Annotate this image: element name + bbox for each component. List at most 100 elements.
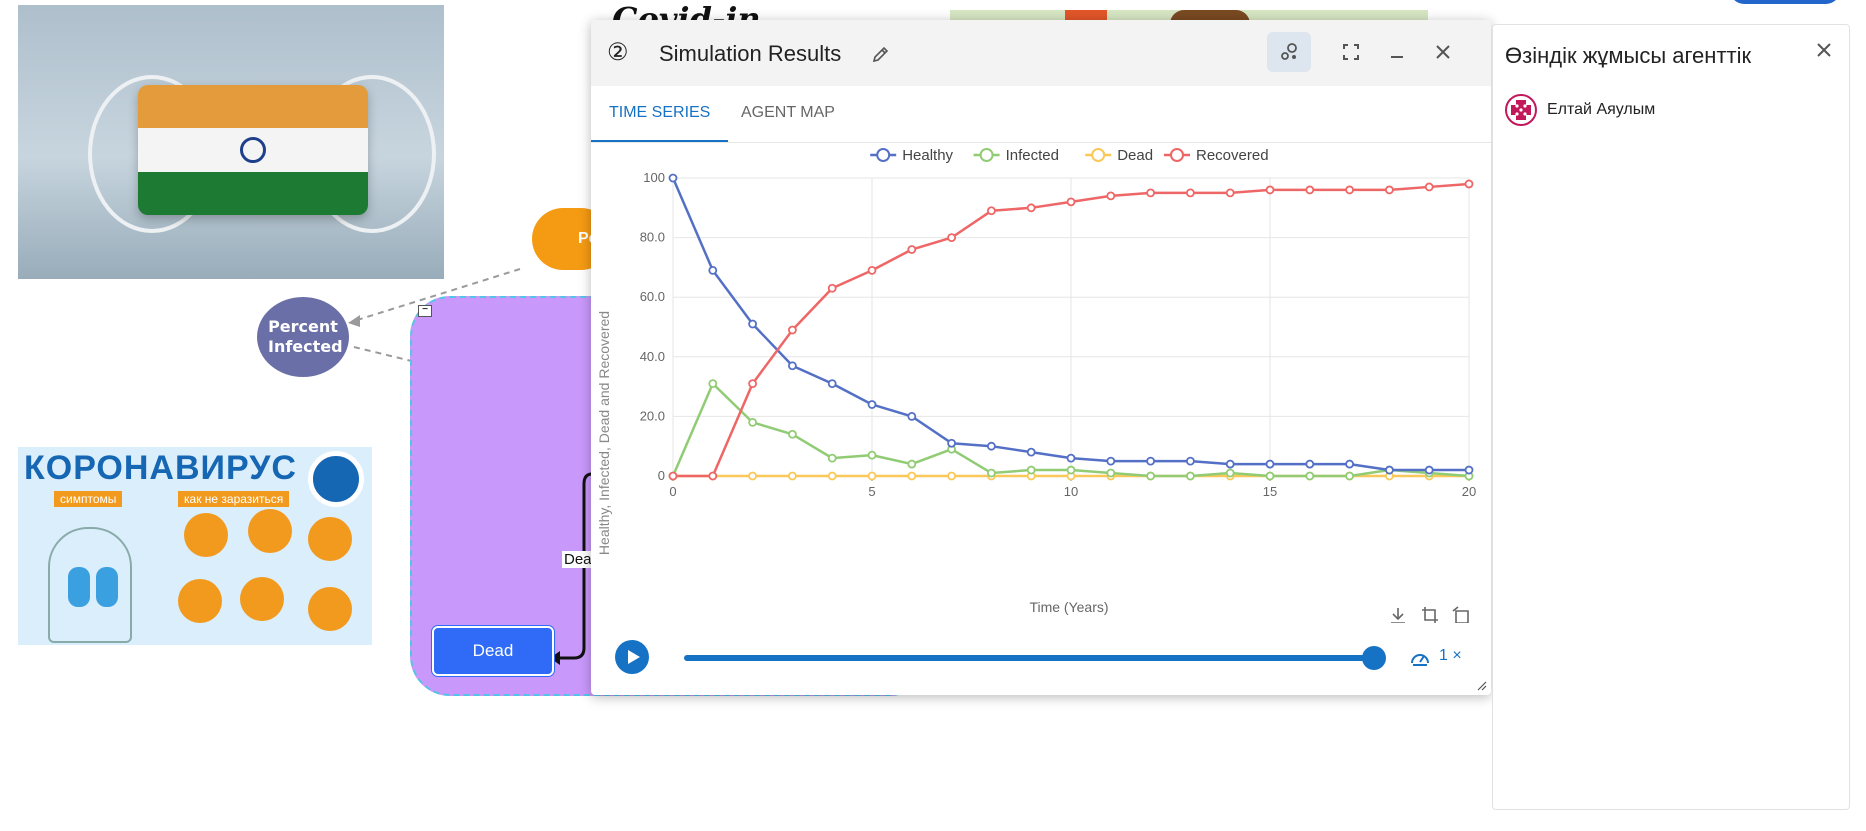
data-point-healthy: [827, 379, 837, 389]
legend-marker: [1170, 148, 1184, 162]
tab-agent-map[interactable]: AGENT MAP: [741, 104, 835, 121]
data-point-recovered: [1345, 185, 1354, 195]
data-point-infected: [1265, 471, 1275, 481]
lung-icon: [68, 567, 90, 607]
data-point-healthy: [1345, 459, 1354, 469]
mask-photo[interactable]: [18, 5, 444, 279]
y-tick-label: 60.0: [640, 289, 665, 304]
ashoka-chakra-icon: [240, 136, 266, 163]
data-point-dead: [947, 471, 957, 481]
lung-icon: [96, 567, 118, 607]
legend-item-recovered[interactable]: Recovered: [1164, 147, 1269, 164]
legend-label: Healthy: [902, 147, 953, 164]
data-point-healthy: [1385, 465, 1394, 475]
tab-bar: TIME SERIES AGENT MAP: [591, 86, 1491, 143]
zoom-select-icon[interactable]: [1422, 607, 1438, 623]
panel-title: Өзіндік жұмысы агенттік: [1505, 43, 1752, 68]
chart-series: [668, 173, 1474, 481]
coronavirus-poster[interactable]: КОРОНАВИРУС симптомы как не заразиться: [18, 447, 372, 645]
data-point-healthy: [1066, 453, 1076, 463]
canvas-title[interactable]: Covid-in: [612, 0, 761, 22]
data-point-recovered: [1186, 188, 1195, 198]
collapse-icon[interactable]: −: [418, 305, 432, 317]
simulation-results-window[interactable]: ② Simulation Results: [591, 20, 1491, 695]
y-tick-label: 40.0: [640, 349, 665, 364]
speed-label[interactable]: 1 ×: [1439, 647, 1462, 664]
data-point-recovered: [907, 245, 917, 254]
data-point-infected: [1345, 471, 1354, 481]
x-tick-label: 5: [868, 484, 875, 499]
close-button[interactable]: [1421, 32, 1465, 72]
chart-axes: 0 20.0 40.0 60.0 80.0 100 0 5 10 15 20: [640, 170, 1477, 499]
poster-tag-symptoms: симптомы: [54, 491, 123, 507]
window-number-badge: ②: [607, 39, 629, 66]
data-point-recovered: [867, 265, 877, 275]
dead-edge-label: Dea: [562, 551, 594, 568]
data-point-recovered: [1305, 185, 1315, 195]
data-point-healthy: [1265, 459, 1275, 469]
data-point-infected: [1106, 468, 1116, 478]
body-outline: [48, 527, 132, 643]
window-header[interactable]: ② Simulation Results: [591, 20, 1491, 86]
minimize-button[interactable]: [1375, 32, 1419, 72]
data-point-recovered: [827, 283, 837, 293]
data-point-healthy: [1424, 465, 1434, 475]
resize-grip-icon[interactable]: [1477, 681, 1487, 691]
dead-edge-arrow: [550, 472, 593, 665]
time-series-chart[interactable]: 0 20.0 40.0 60.0 80.0 100 0 5 10 15 20 Healthy Infe…: [591, 143, 1491, 624]
data-point-recovered: [947, 233, 957, 242]
data-point-dead: [787, 471, 797, 481]
data-point-dead: [748, 471, 758, 481]
data-point-recovered: [1026, 203, 1036, 213]
dead-node[interactable]: Dead: [432, 626, 554, 676]
speedometer-icon[interactable]: [1409, 647, 1431, 669]
download-icon[interactable]: [1391, 608, 1405, 624]
data-point-infected: [748, 417, 758, 427]
data-point-recovered: [1385, 185, 1394, 195]
percent-infected-label: Percent Infected: [268, 317, 343, 356]
minimize-icon: [1391, 56, 1403, 58]
data-point-recovered: [1265, 185, 1275, 195]
pencil-icon[interactable]: [871, 44, 891, 64]
zoom-reset-icon[interactable]: [1452, 606, 1469, 624]
play-button[interactable]: [615, 640, 649, 674]
virus-icon: [308, 451, 364, 507]
data-point-dead: [867, 471, 877, 481]
data-point-infected: [867, 450, 877, 460]
data-point-infected: [1225, 468, 1235, 478]
handshake-icon: [178, 579, 222, 623]
legend-item-infected[interactable]: Infected: [973, 147, 1059, 164]
member-item[interactable]: Елтай Аяулым: [1505, 93, 1655, 127]
fullscreen-button[interactable]: [1329, 32, 1373, 72]
stay-home-icon: [308, 517, 352, 561]
group-panel: Өзіндік жұмысы агенттік Елтай Аяулым: [1492, 24, 1850, 810]
close-icon[interactable]: [1815, 41, 1833, 59]
data-point-healthy: [748, 319, 758, 329]
data-point-healthy: [1464, 465, 1474, 475]
legend-item-dead[interactable]: Dead: [1085, 147, 1153, 164]
chart-svg: 0 20.0 40.0 60.0 80.0 100 0 5 10 15 20 Healthy Infe…: [596, 147, 1477, 624]
handwash-icon: [184, 513, 228, 557]
legend-marker: [876, 148, 891, 162]
chart-legend[interactable]: Healthy Infected Dead Recovered: [870, 147, 1269, 164]
member-name: Елтай Аяулым: [1547, 101, 1656, 118]
poster-title: КОРОНАВИРУС: [24, 449, 297, 487]
canvas-button-partial[interactable]: [1730, 0, 1840, 4]
slider-thumb[interactable]: [1362, 646, 1386, 670]
percent-infected-node[interactable]: Percent Infected: [257, 297, 349, 377]
data-point-recovered: [787, 325, 797, 335]
data-point-recovered: [1464, 179, 1474, 189]
data-point-infected: [1186, 471, 1195, 481]
data-point-healthy: [1026, 447, 1036, 457]
y-tick-label: 0: [658, 468, 665, 483]
data-point-healthy: [787, 361, 797, 371]
data-point-infected: [1066, 465, 1076, 475]
tab-time-series[interactable]: TIME SERIES: [591, 86, 729, 142]
legend-item-healthy[interactable]: Healthy: [870, 147, 954, 164]
avatar: [1505, 94, 1537, 126]
layout-toggle-button[interactable]: [1267, 32, 1311, 72]
data-point-infected: [1146, 471, 1155, 481]
data-point-healthy: [986, 441, 996, 451]
data-point-healthy: [867, 400, 877, 409]
timeline-slider[interactable]: [684, 646, 1386, 670]
